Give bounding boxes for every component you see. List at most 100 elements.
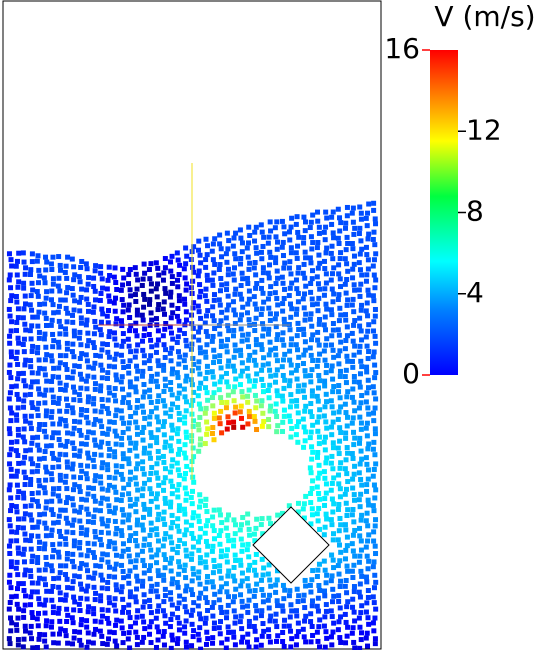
particle [142,445,148,451]
particle [281,413,287,419]
particle [365,476,371,482]
particle [14,319,20,325]
particle [69,286,75,292]
particle [372,285,378,291]
particle [140,409,146,415]
particle [111,630,117,636]
particle [83,378,89,384]
particle [321,322,327,328]
particle [146,332,152,338]
particle [275,633,281,639]
particle [155,475,161,481]
particle [28,384,34,390]
particle [63,633,69,639]
particle [125,426,131,432]
particle [100,551,106,557]
particle [64,290,70,296]
particle [177,446,183,452]
particle [85,630,91,636]
particle [315,209,321,215]
particle [7,600,13,606]
particle [62,479,68,485]
particle [370,473,376,479]
particle [267,592,273,598]
particle [183,309,189,315]
particle [27,568,33,574]
particle [37,539,43,545]
particle [148,498,154,504]
particle [237,527,243,533]
particle [315,475,321,481]
particle [7,313,13,319]
particle [239,548,245,554]
particle [148,399,154,405]
particle [8,349,14,355]
particle [295,410,301,416]
particle [258,403,264,409]
particle [9,594,15,600]
particle [296,265,302,271]
particle [85,568,91,574]
particle [282,286,288,292]
particle [63,500,69,506]
particle [58,416,64,422]
particle [371,508,377,514]
particle [246,357,252,363]
particle [70,558,76,564]
particle [112,308,118,314]
particle [183,575,189,581]
particle [134,404,140,410]
particle [13,622,19,628]
particle [232,384,238,390]
particle [239,240,245,246]
particle [240,514,246,520]
particle [246,344,252,350]
particle [183,378,189,384]
particle [351,519,357,525]
particle [251,383,257,389]
particle [217,241,223,247]
particle [125,609,131,615]
particle [175,494,181,500]
particle [316,252,322,258]
particle [126,512,132,518]
particle [345,450,351,456]
particle [36,636,42,642]
particle [106,264,112,270]
particle [324,336,330,342]
particle [302,605,308,611]
particle [49,507,55,513]
particle [134,517,140,523]
particle [48,532,54,538]
particle [56,303,62,309]
particle [197,436,203,442]
particle [23,301,29,307]
particle [337,515,343,521]
particle [168,268,174,274]
particle [238,326,244,332]
particle [90,365,96,371]
particle [146,267,152,273]
particle [364,343,370,349]
particle [322,383,328,389]
particle [251,294,257,300]
particle [351,261,357,267]
particle [84,358,90,364]
particle [63,353,69,359]
particle [182,562,188,568]
particle [175,605,181,611]
particle [296,354,302,360]
particle [205,397,211,403]
particle [112,454,118,460]
particle [315,265,321,271]
particle [111,540,117,546]
particle [212,381,218,387]
particle [343,577,349,583]
particle [183,337,189,343]
particle [307,255,313,261]
particle [331,384,337,390]
particle [204,298,210,304]
particle [156,272,162,278]
particle [57,570,63,576]
particle [286,265,292,271]
